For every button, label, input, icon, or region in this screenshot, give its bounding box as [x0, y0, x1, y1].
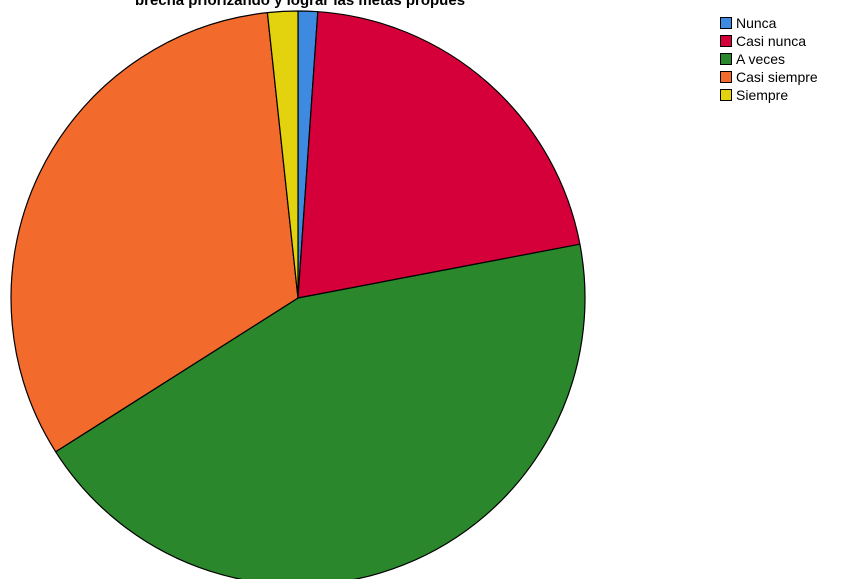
- legend-label: Nunca: [736, 15, 777, 31]
- pie-slices: [10, 10, 586, 579]
- legend-item: Nunca: [720, 14, 818, 32]
- legend-item: Casi nunca: [720, 32, 818, 50]
- pie-slice-siempre: [266, 10, 299, 299]
- legend: Nunca Casi nunca A veces Casi siempre Siempr…: [720, 14, 818, 104]
- legend-label: Siempre: [736, 87, 789, 103]
- legend-swatch: [720, 53, 732, 65]
- legend-swatch: [720, 35, 732, 47]
- legend-swatch: [720, 89, 732, 101]
- legend-item: Siempre: [720, 86, 818, 104]
- chart-title: brecha priorizando y lograr las metas pr…: [134, 0, 466, 9]
- legend-item: A veces: [720, 50, 818, 68]
- pie-slice-casi-siempre: [10, 12, 299, 453]
- legend-item: Casi siempre: [720, 68, 818, 86]
- pie-slice-casi-nunca: [297, 11, 581, 299]
- legend-label: A veces: [736, 51, 786, 67]
- pie-chart: [10, 10, 586, 579]
- legend-label: Casi nunca: [736, 33, 807, 49]
- pie-slice-a-veces: [55, 243, 586, 579]
- legend-label: Casi siempre: [736, 69, 818, 85]
- legend-swatch: [720, 17, 732, 29]
- legend-swatch: [720, 71, 732, 83]
